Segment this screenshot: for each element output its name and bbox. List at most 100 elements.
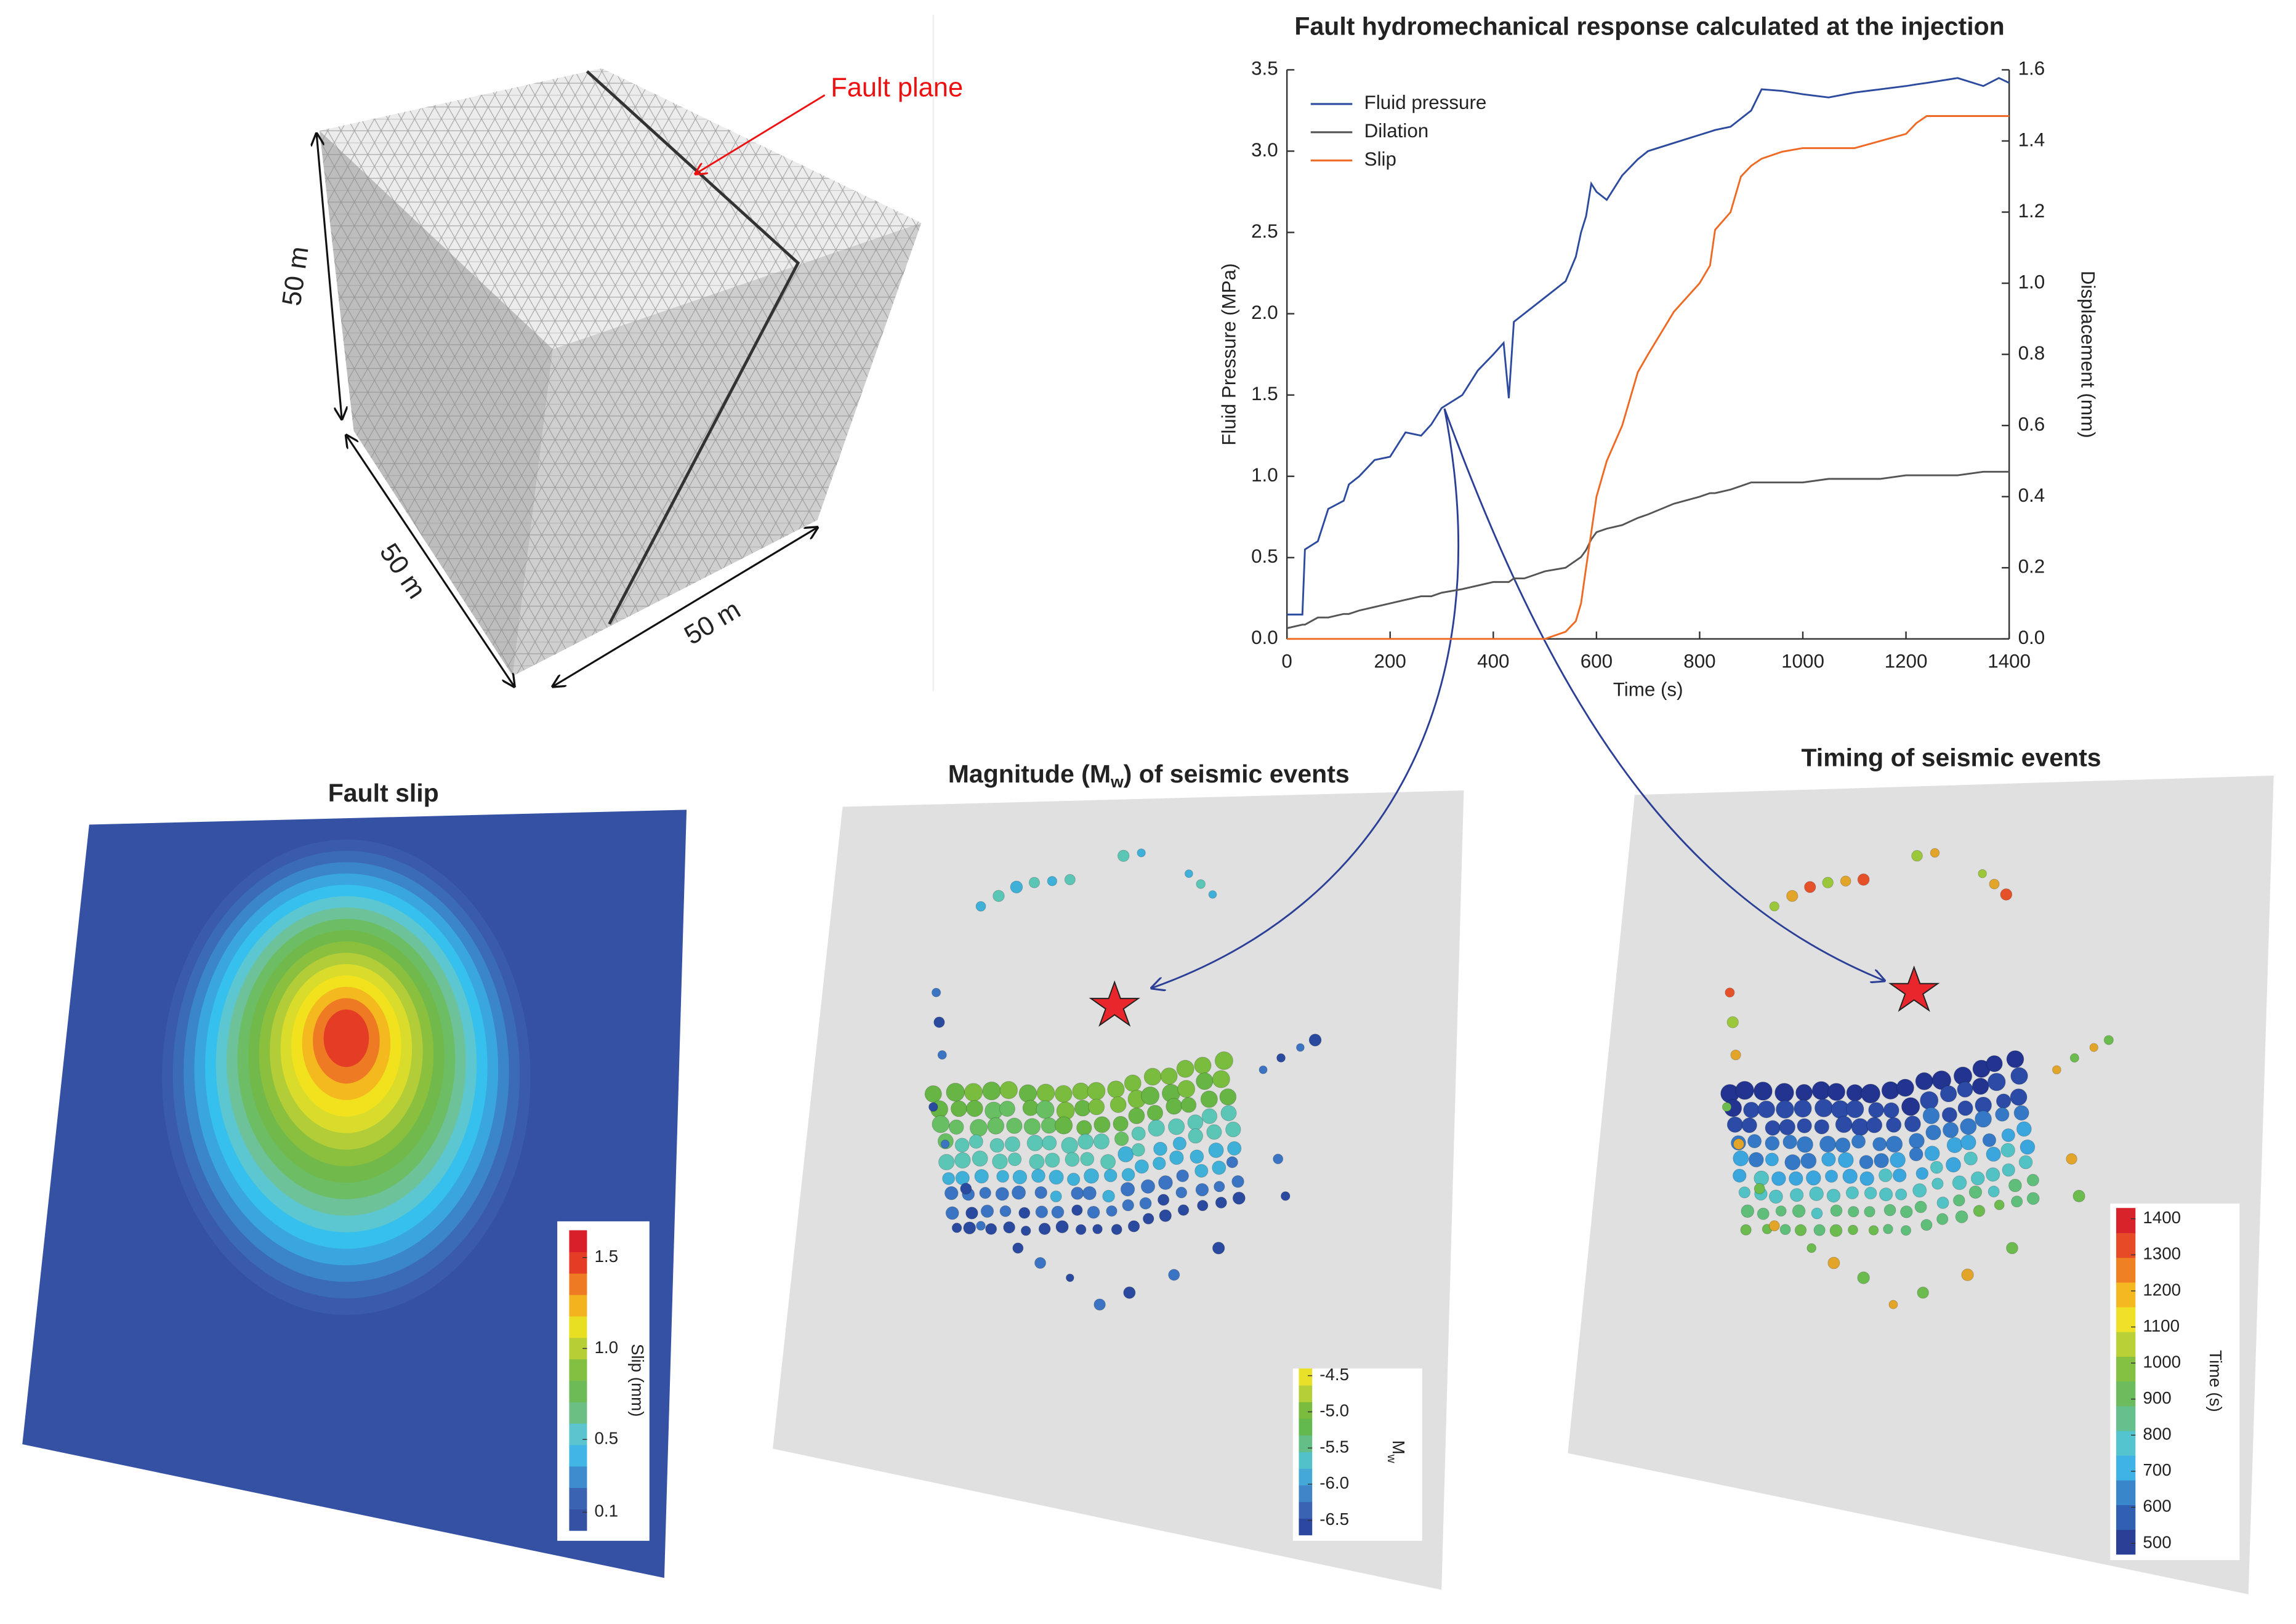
event-marker [993,890,1005,902]
event-marker [1132,1127,1145,1140]
event-marker [1049,1170,1063,1184]
event-marker [1094,1134,1109,1149]
event-marker [1041,1118,1057,1133]
colorbar-band [2116,1381,2135,1406]
colorbar-tick-label: 1000 [2143,1352,2181,1371]
event-marker [1111,1224,1122,1235]
event-marker [1986,1168,2000,1181]
colorbar-band [569,1423,587,1445]
colorbar-band [2116,1307,2135,1332]
event-marker [1776,1206,1786,1216]
event-marker [1232,1175,1244,1188]
event-marker [1792,1205,1805,1218]
event-marker [1128,1221,1139,1232]
event-marker [1190,1150,1204,1164]
event-marker [1847,1085,1863,1101]
event-marker [1960,1119,1976,1135]
event-marker [2001,1143,2015,1157]
slip-contours [162,840,531,1315]
event-marker [1078,1134,1094,1149]
event-marker [1029,1154,1044,1169]
event-marker [1207,1125,1222,1140]
event-marker [1884,1204,1896,1216]
event-marker [1913,1184,1927,1197]
y2-tick-label: 1.6 [2018,58,2045,79]
colorbar-band [569,1466,587,1488]
event-marker [975,1169,988,1183]
event-marker [2016,1122,2031,1136]
event-marker [1045,1153,1059,1167]
legend-label: Fluid pressure [1364,92,1487,113]
title-part: w [1110,773,1124,791]
event-marker [1920,1091,1938,1109]
event-marker [1835,1138,1850,1152]
event-marker [1890,1152,1906,1168]
event-marker [1007,1118,1022,1133]
event-marker [983,1082,1001,1099]
event-marker [1739,1187,1750,1198]
event-marker [1953,1195,1965,1207]
event-marker [1783,1135,1797,1149]
event-marker [1188,1115,1203,1130]
event-marker [1758,1101,1775,1118]
event-marker [969,1135,983,1148]
event-marker [970,1119,987,1136]
event-marker [1259,1066,1267,1074]
event-marker [1838,1152,1853,1168]
event-marker [1904,1116,1920,1132]
x-tick-label: 0 [1281,651,1292,672]
event-marker [1975,1111,1992,1127]
event-marker [1196,1073,1213,1090]
colorbar-band [569,1359,587,1381]
event-marker [1952,1176,1967,1190]
event-marker [1883,1224,1893,1234]
event-marker [1036,1206,1048,1218]
event-marker [1065,1152,1079,1167]
event-marker [1866,1117,1882,1133]
event-marker [1161,1068,1177,1085]
colorbar-tick-label: 600 [2143,1497,2171,1516]
event-marker [1731,1050,1741,1059]
event-marker [1801,1153,1816,1168]
event-marker [951,1101,967,1117]
panel-title: Magnitude (Mw) of seismic events [948,760,1350,791]
event-marker [1055,1117,1073,1134]
event-marker [1797,1136,1813,1152]
event-marker [1988,1186,1999,1197]
y2-tick-label: 0.8 [2018,342,2045,364]
event-marker [1895,1189,1906,1200]
event-marker [1986,1056,2002,1072]
event-marker [925,1085,941,1102]
event-marker [1108,1081,1124,1098]
event-marker [1771,1172,1786,1186]
event-marker [1749,1152,1763,1167]
event-marker [1896,1079,1914,1096]
event-marker [1961,1135,1976,1149]
x-axis-label: Time (s) [1613,679,1683,701]
event-marker [1066,1274,1074,1282]
event-marker [1220,1088,1236,1105]
event-marker [1153,1157,1166,1170]
event-marker [1733,1139,1744,1149]
event-marker [1198,1200,1208,1211]
event-marker [1874,1153,1889,1168]
event-marker [2073,1190,2085,1202]
event-marker [932,988,940,997]
event-marker [1147,1105,1162,1120]
event-marker [1879,1168,1892,1181]
event-marker [2066,1154,2077,1165]
event-marker [2002,1128,2015,1141]
event-marker [1858,874,1869,885]
event-marker [1227,1157,1238,1168]
label-part: Slip (mm) [628,1344,647,1417]
event-marker [1273,1154,1283,1164]
event-marker [1201,1091,1217,1107]
event-marker [2012,1196,2023,1207]
event-marker [2052,1066,2061,1074]
event-marker [1861,1084,1880,1103]
event-marker [946,1207,959,1220]
event-marker [1909,1133,1925,1149]
x-tick-label: 1400 [1988,651,2031,672]
y2-axis-label: Displacement (mm) [2077,271,2098,438]
event-marker [1084,1168,1098,1183]
